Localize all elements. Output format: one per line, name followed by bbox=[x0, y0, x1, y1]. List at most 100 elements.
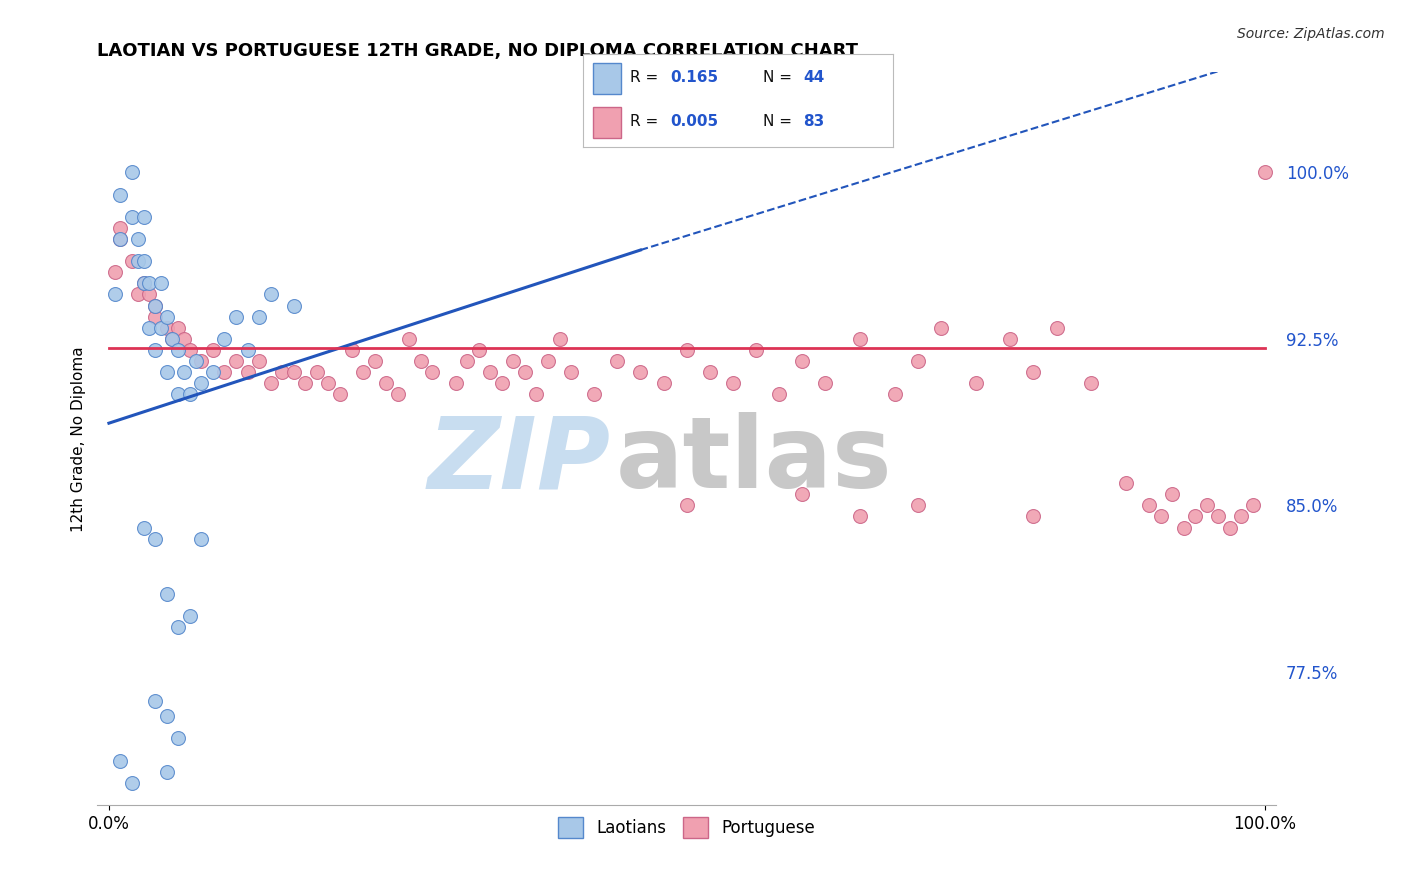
Point bbox=[260, 376, 283, 391]
Text: R =: R = bbox=[630, 70, 658, 86]
Point bbox=[1219, 520, 1241, 534]
Point bbox=[110, 187, 132, 202]
Point bbox=[1208, 509, 1230, 524]
Point bbox=[479, 365, 502, 379]
Point bbox=[132, 520, 155, 534]
Point bbox=[467, 343, 489, 357]
Point bbox=[167, 387, 190, 401]
Point bbox=[849, 509, 872, 524]
Point bbox=[138, 287, 160, 301]
Point bbox=[526, 387, 548, 401]
Text: LAOTIAN VS PORTUGUESE 12TH GRADE, NO DIPLOMA CORRELATION CHART: LAOTIAN VS PORTUGUESE 12TH GRADE, NO DIP… bbox=[97, 42, 858, 60]
Point bbox=[537, 354, 560, 368]
Point bbox=[792, 487, 814, 501]
Point bbox=[1080, 376, 1102, 391]
Point bbox=[190, 532, 212, 546]
Point bbox=[214, 332, 236, 346]
Point bbox=[156, 310, 179, 324]
Text: N =: N = bbox=[763, 70, 792, 86]
Legend: Laotians, Portuguese: Laotians, Portuguese bbox=[551, 811, 823, 845]
Point bbox=[143, 694, 166, 708]
Point bbox=[156, 709, 179, 723]
Text: 0.165: 0.165 bbox=[671, 70, 718, 86]
Point bbox=[294, 376, 316, 391]
Point bbox=[156, 320, 179, 334]
Point bbox=[247, 354, 270, 368]
Text: 83: 83 bbox=[803, 114, 824, 129]
Point bbox=[1022, 365, 1045, 379]
Point bbox=[156, 365, 179, 379]
Point bbox=[121, 165, 143, 179]
Point bbox=[1195, 498, 1218, 512]
Point bbox=[1137, 498, 1160, 512]
Text: ZIP: ZIP bbox=[427, 412, 610, 509]
Point bbox=[1022, 509, 1045, 524]
Point bbox=[132, 277, 155, 291]
Point bbox=[675, 343, 697, 357]
Point bbox=[907, 354, 929, 368]
Point bbox=[422, 365, 444, 379]
Point bbox=[225, 310, 247, 324]
Point bbox=[352, 365, 374, 379]
Point bbox=[184, 354, 207, 368]
Point bbox=[548, 332, 571, 346]
Point bbox=[201, 343, 224, 357]
Point bbox=[201, 365, 224, 379]
Point bbox=[456, 354, 478, 368]
Point bbox=[247, 310, 270, 324]
Point bbox=[173, 332, 195, 346]
Point bbox=[190, 376, 212, 391]
Point bbox=[387, 387, 409, 401]
Point bbox=[110, 754, 132, 768]
Point bbox=[179, 343, 201, 357]
Point bbox=[167, 731, 190, 746]
Point bbox=[630, 365, 652, 379]
Point bbox=[398, 332, 420, 346]
Point bbox=[127, 254, 149, 268]
Text: Source: ZipAtlas.com: Source: ZipAtlas.com bbox=[1237, 27, 1385, 41]
Point bbox=[491, 376, 513, 391]
Point bbox=[132, 210, 155, 224]
Point bbox=[121, 210, 143, 224]
Point bbox=[699, 365, 721, 379]
Point bbox=[1173, 520, 1195, 534]
Point bbox=[104, 265, 127, 279]
Point bbox=[283, 365, 305, 379]
Point bbox=[340, 343, 363, 357]
Point bbox=[156, 587, 179, 601]
Point bbox=[121, 254, 143, 268]
Point bbox=[792, 354, 814, 368]
Text: R =: R = bbox=[630, 114, 658, 129]
Point bbox=[162, 332, 184, 346]
Point bbox=[143, 343, 166, 357]
Point bbox=[127, 232, 149, 246]
Point bbox=[143, 532, 166, 546]
Point bbox=[1149, 509, 1171, 524]
Point bbox=[132, 254, 155, 268]
Point bbox=[965, 376, 987, 391]
Point bbox=[675, 498, 697, 512]
Y-axis label: 12th Grade, No Diploma: 12th Grade, No Diploma bbox=[72, 346, 86, 532]
Point bbox=[583, 387, 606, 401]
Point bbox=[409, 354, 432, 368]
Point bbox=[364, 354, 387, 368]
Point bbox=[167, 320, 190, 334]
Point bbox=[173, 365, 195, 379]
Bar bbox=[593, 63, 620, 94]
Point bbox=[1045, 320, 1067, 334]
Point bbox=[1184, 509, 1206, 524]
Point bbox=[849, 332, 872, 346]
Point bbox=[1115, 476, 1137, 491]
Point bbox=[283, 299, 305, 313]
Text: 0.005: 0.005 bbox=[671, 114, 718, 129]
Point bbox=[1000, 332, 1022, 346]
Point bbox=[167, 343, 190, 357]
Point bbox=[236, 365, 259, 379]
Text: 44: 44 bbox=[803, 70, 824, 86]
Point bbox=[225, 354, 247, 368]
Point bbox=[814, 376, 837, 391]
Point bbox=[929, 320, 952, 334]
Point bbox=[143, 299, 166, 313]
Point bbox=[214, 365, 236, 379]
Point bbox=[121, 776, 143, 790]
